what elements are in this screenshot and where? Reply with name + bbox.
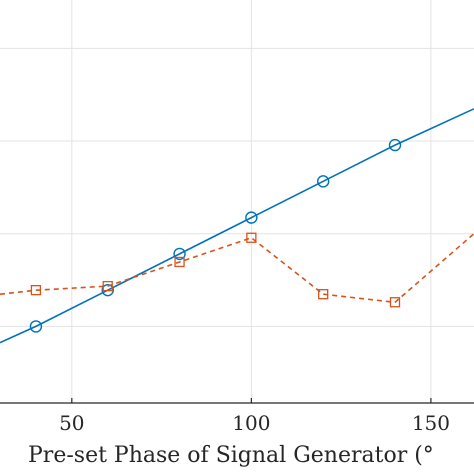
x-tick-label: 100 xyxy=(232,411,270,435)
series-1-marker xyxy=(173,247,186,261)
series-2-line xyxy=(0,233,474,304)
series-2-marker xyxy=(174,256,185,268)
series-2-marker xyxy=(318,289,329,300)
series-2-marker xyxy=(102,280,113,292)
series-1-marker xyxy=(245,211,258,224)
grid xyxy=(0,0,474,403)
series-1-marker xyxy=(29,320,43,333)
x-axis-label: Pre-set Phase of Signal Generator (° xyxy=(28,443,434,468)
series-1 xyxy=(0,108,474,344)
x-tick-label: 150 xyxy=(412,411,450,435)
x-tick-label: 50 xyxy=(59,411,84,435)
series-1-marker xyxy=(316,175,330,188)
series-2-marker xyxy=(246,232,257,243)
series-1-line xyxy=(0,108,474,344)
series-1-marker xyxy=(101,283,114,297)
series-2-marker xyxy=(30,285,42,296)
series-layer xyxy=(0,108,474,344)
series-2 xyxy=(0,232,474,308)
series-1-marker xyxy=(388,138,402,152)
series-2-marker xyxy=(389,297,401,308)
x-axis-ticks: 50 100 150 xyxy=(59,398,450,435)
